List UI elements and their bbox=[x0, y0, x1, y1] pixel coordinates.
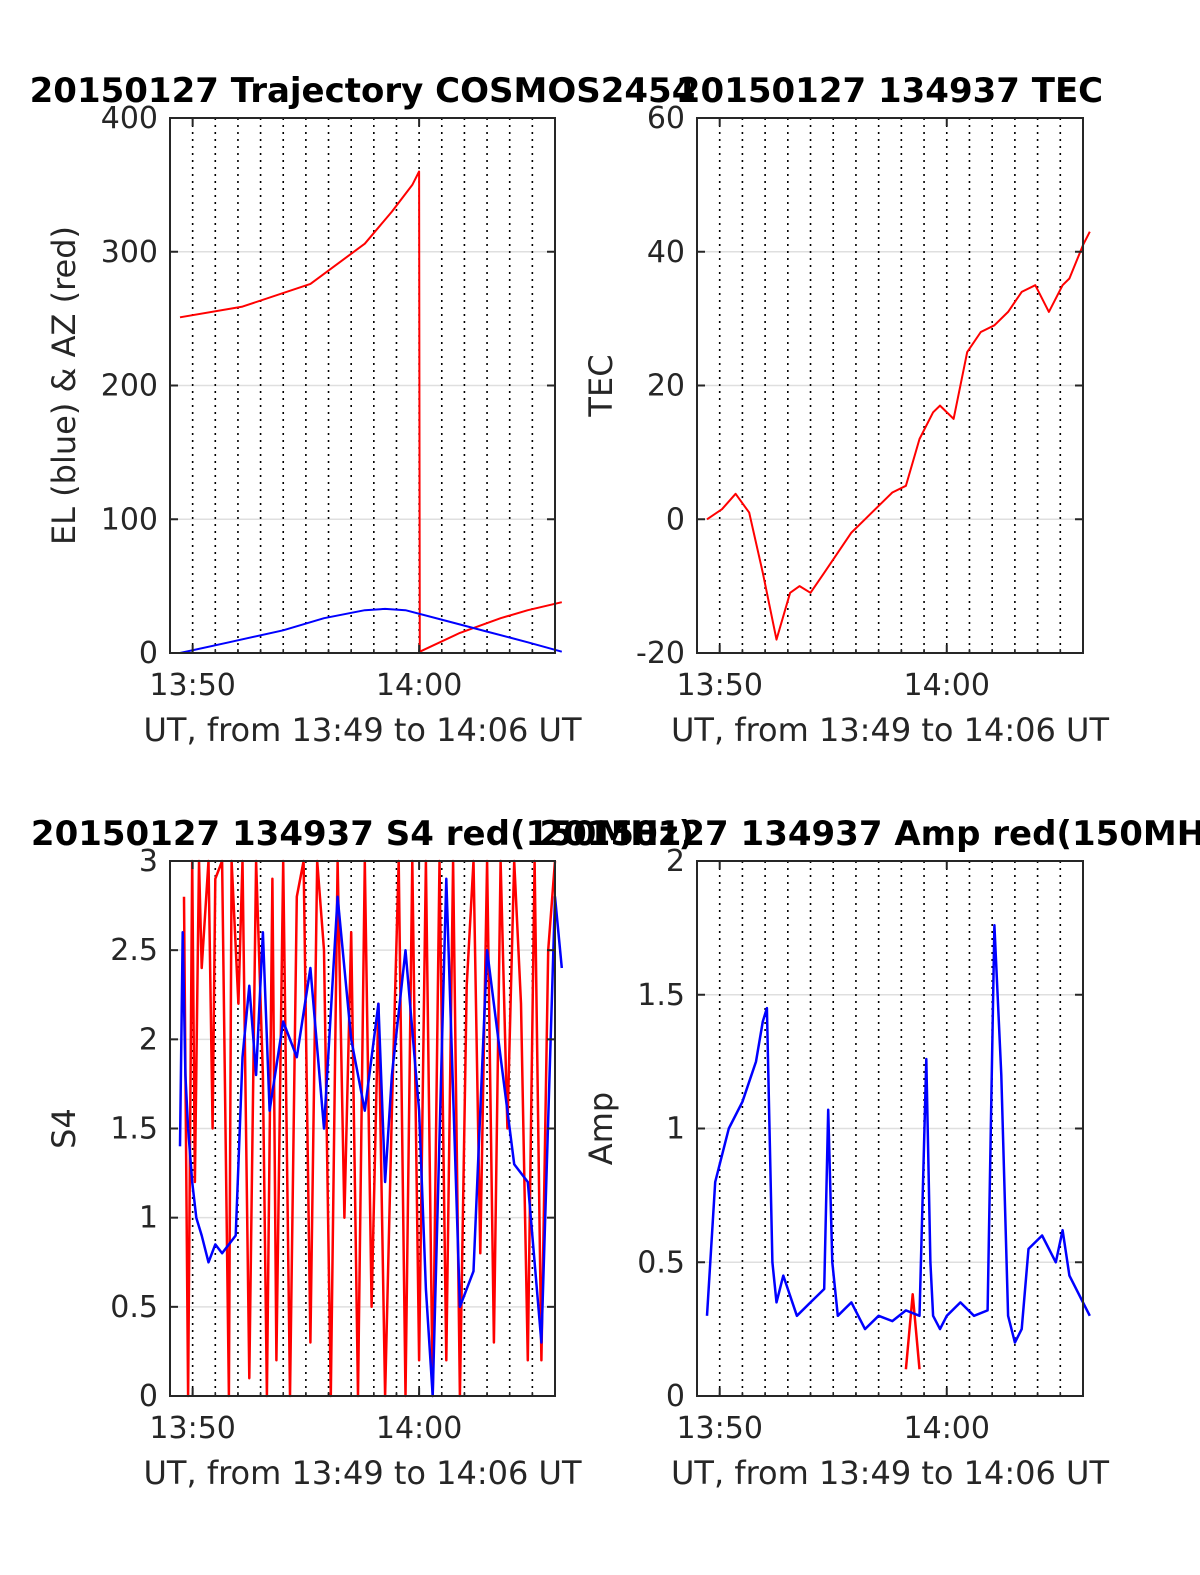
y-tick-label: 2 bbox=[139, 1022, 158, 1057]
x-axis-label: UT, from 13:49 to 14:06 UT bbox=[671, 1454, 1109, 1492]
y-axis-label: EL (blue) & AZ (red) bbox=[45, 226, 83, 545]
chart-title: 20150127 134937 Amp red(150MHz) bbox=[539, 814, 1200, 854]
x-tick-label: 13:50 bbox=[676, 668, 762, 703]
series-line-blue bbox=[178, 877, 564, 1398]
y-axis-label: Amp bbox=[582, 1092, 620, 1165]
panel-2: -20 0 20 40 60 13:50 14:00 UT, from 13:49 to 14… bbox=[582, 71, 1109, 749]
y-tick-label: 1 bbox=[139, 1201, 158, 1236]
y-axis-label: S4 bbox=[45, 1108, 83, 1149]
panel-3: 0 0.5 1 1.5 2 2.5 3 13:50 14:00 UT, from 13:49 to… bbox=[31, 814, 694, 1492]
x-axis-label: UT, from 13:49 to 14:06 UT bbox=[671, 711, 1109, 749]
y-tick-label: 0 bbox=[139, 1379, 158, 1414]
y-tick-label: 2 bbox=[666, 844, 685, 879]
x-tick-label: 13:50 bbox=[149, 668, 235, 703]
y-tick-label: 1 bbox=[666, 1112, 685, 1147]
y-tick-label: 0.5 bbox=[110, 1290, 158, 1325]
y-tick-label: 1.5 bbox=[637, 978, 685, 1013]
y-tick-label: 100 bbox=[101, 502, 158, 537]
x-tick-label: 14:00 bbox=[376, 1411, 462, 1446]
x-tick-label: 14:00 bbox=[904, 1411, 990, 1446]
chart-title: 20150127 Trajectory COSMOS2454 bbox=[30, 71, 696, 111]
x-tick-label: 14:00 bbox=[904, 668, 990, 703]
chart-title: 20150127 134937 TEC bbox=[677, 71, 1103, 111]
y-tick-label: 40 bbox=[647, 235, 685, 270]
x-tick-label: 14:00 bbox=[376, 668, 462, 703]
y-axis-label: TEC bbox=[582, 354, 620, 417]
y-tick-label: -20 bbox=[636, 636, 685, 671]
x-tick-label: 13:50 bbox=[149, 1411, 235, 1446]
y-tick-label: 60 bbox=[647, 101, 685, 136]
x-axis-label: UT, from 13:49 to 14:06 UT bbox=[144, 711, 582, 749]
x-axis-label: UT, from 13:49 to 14:06 UT bbox=[144, 1454, 582, 1492]
y-tick-label: 3 bbox=[139, 844, 158, 879]
series-line-red bbox=[904, 1293, 921, 1370]
series-line-blue bbox=[705, 923, 1091, 1344]
y-tick-label: 2.5 bbox=[110, 933, 158, 968]
y-tick-label: 200 bbox=[101, 369, 158, 404]
y-tick-label: 0 bbox=[666, 1379, 685, 1414]
y-tick-label: 400 bbox=[101, 101, 158, 136]
y-tick-label: 0.5 bbox=[637, 1245, 685, 1280]
panel-4: 0 0.5 1 1.5 2 13:50 14:00 UT, from 13:49 to 14:… bbox=[539, 814, 1200, 1492]
series-line-el-blue- bbox=[179, 607, 563, 654]
series-line-az-red- bbox=[179, 170, 563, 653]
y-tick-label: 1.5 bbox=[110, 1112, 158, 1147]
y-tick-label: 0 bbox=[666, 502, 685, 537]
y-tick-label: 0 bbox=[139, 636, 158, 671]
chart-title: 20150127 134937 S4 red(150MHz) bbox=[31, 814, 694, 854]
series-line-main bbox=[706, 231, 1091, 641]
y-tick-label: 300 bbox=[101, 235, 158, 270]
x-tick-label: 13:50 bbox=[676, 1411, 762, 1446]
y-tick-label: 20 bbox=[647, 369, 685, 404]
